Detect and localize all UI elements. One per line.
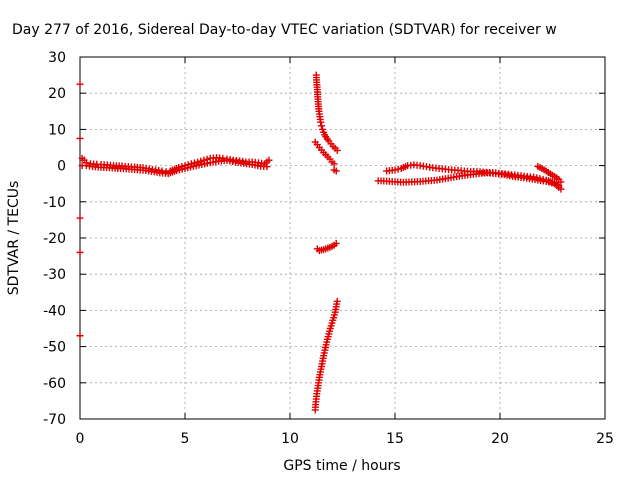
x-tick-label: 25 [596, 431, 614, 447]
data-point [76, 248, 84, 256]
y-tick-label: 0 [57, 159, 66, 175]
x-tick-label: 15 [386, 431, 404, 447]
data-point [557, 178, 565, 186]
y-tick-label: 30 [48, 50, 66, 66]
data-point [200, 156, 208, 164]
chart-title: Day 277 of 2016, Sidereal Day-to-day VTE… [12, 22, 557, 38]
data-point [391, 166, 399, 174]
y-tick-label: 20 [48, 86, 66, 102]
x-tick-label: 10 [281, 431, 299, 447]
y-tick-label: -70 [43, 412, 66, 428]
data-point [317, 118, 325, 126]
data-point [333, 146, 341, 154]
data-point [194, 158, 202, 166]
data-point-fill [197, 157, 205, 165]
data-point [76, 214, 84, 222]
data-point [318, 122, 325, 130]
x-axis-label: GPS time / hours [283, 458, 400, 474]
y-tick-label: -60 [43, 376, 66, 392]
data-point [332, 167, 340, 175]
data-point [333, 297, 341, 305]
data-points [76, 71, 565, 414]
y-tick-label: -10 [43, 195, 66, 211]
y-tick-label: -50 [43, 340, 66, 356]
data-point [76, 80, 84, 88]
data-point [76, 332, 84, 340]
grid-lines [80, 57, 605, 419]
y-tick-label: 10 [48, 122, 66, 138]
y-tick-label: -40 [43, 303, 66, 319]
axis-ticks: 0 5 10 15 20 25 30 20 10 0 -10 -20 -30 -40 -50 -60 -70 [43, 50, 614, 447]
data-point-fill [394, 165, 402, 173]
x-tick-label: 20 [491, 431, 509, 447]
y-tick-label: -30 [43, 267, 66, 283]
x-tick-label: 5 [181, 431, 190, 447]
data-point [76, 134, 84, 142]
data-point [557, 185, 565, 193]
x-tick-label: 0 [76, 431, 85, 447]
data-point [265, 156, 273, 164]
data-point [330, 160, 338, 168]
y-tick-label: -20 [43, 231, 66, 247]
data-point [332, 239, 340, 247]
data-point [263, 163, 271, 171]
y-axis-label: SDTVAR / TECUs [6, 181, 22, 296]
